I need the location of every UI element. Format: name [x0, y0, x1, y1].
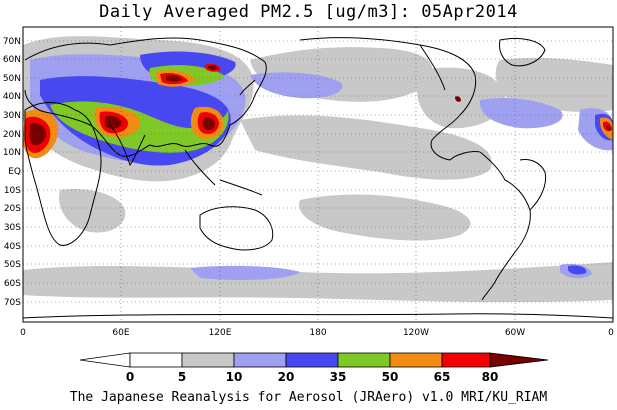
- lat-label: EQ: [8, 167, 21, 177]
- lat-label: 50S: [4, 260, 21, 270]
- lat-label: 30N: [3, 111, 21, 121]
- map-title: Daily Averaged PM2.5 [ug/m3]: 05Apr2014: [99, 2, 518, 22]
- lon-label: 0: [20, 328, 26, 338]
- lon-label: 60W: [505, 328, 525, 338]
- lon-label: 120W: [403, 328, 429, 338]
- colorbar-label: 10: [226, 370, 243, 384]
- colorbar-bin: [181, 352, 235, 368]
- colorbar-label: 50: [382, 370, 399, 384]
- lat-label: 60S: [4, 279, 21, 289]
- lat-label: 70S: [4, 298, 21, 308]
- colorbar-arrow-high: [489, 352, 549, 368]
- map-field: [23, 27, 613, 322]
- colorbar-label: 0: [126, 370, 134, 384]
- lat-label: 70N: [3, 37, 21, 47]
- colorbar-bin: [389, 352, 443, 368]
- lat-label: 40N: [3, 92, 21, 102]
- colorbar-label: 20: [278, 370, 295, 384]
- longitude-labels: 0 60E 120E 180 120W 60W 0: [20, 328, 614, 338]
- colorbar-label: 5: [178, 370, 186, 384]
- pm25-band-80-plus: [29, 65, 611, 146]
- colorbar-label: 35: [330, 370, 347, 384]
- colorbar-bin: [337, 352, 391, 368]
- coastlines: [23, 37, 613, 319]
- lon-label: 60E: [112, 328, 129, 338]
- colorbar-arrow-low: [79, 352, 131, 368]
- colorbar-label: 65: [434, 370, 451, 384]
- colorbar-bin: [285, 352, 339, 368]
- lat-label: 60N: [3, 55, 21, 65]
- lat-label: 20S: [4, 204, 21, 214]
- colorbar-bin: [233, 352, 287, 368]
- colorbar-labels: 0 5 10 20 35 50 65 80: [126, 370, 499, 384]
- lat-label: 10N: [3, 148, 21, 158]
- lat-label: 40S: [4, 242, 21, 252]
- lon-label: 0: [608, 328, 614, 338]
- map-frame: [22, 26, 614, 323]
- colorbar: [79, 352, 549, 368]
- colorbar-bin: [129, 352, 183, 368]
- latitude-labels: 70N 60N 50N 40N 30N 20N 10N EQ 10S 20S 3…: [3, 37, 21, 308]
- lat-label: 50N: [3, 74, 21, 84]
- lon-label: 120E: [209, 328, 232, 338]
- lat-label: 10S: [4, 186, 21, 196]
- colorbar-bin: [441, 352, 491, 368]
- colorbar-label: 80: [482, 370, 499, 384]
- lat-label: 30S: [4, 223, 21, 233]
- lon-label: 180: [309, 328, 326, 338]
- lat-label: 20N: [3, 130, 21, 140]
- credit-line: The Japanese Reanalysis for Aerosol (JRA…: [69, 390, 548, 405]
